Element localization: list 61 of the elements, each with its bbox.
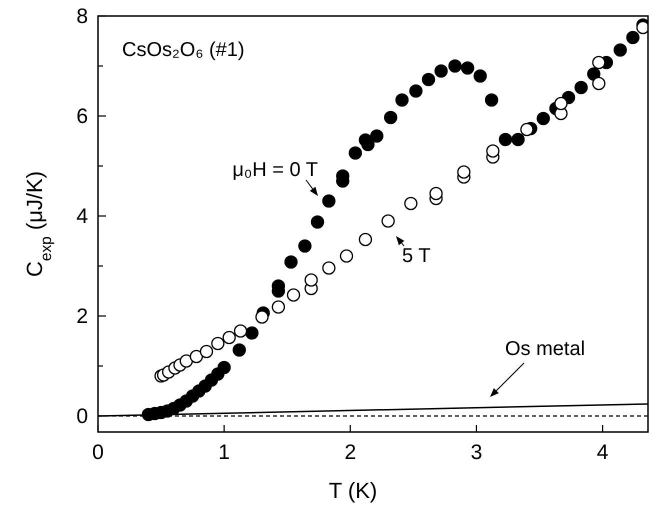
text: Os metal (505, 338, 586, 360)
legend-label: 5 T (402, 245, 431, 267)
point (404, 196, 418, 210)
annotation: CsOs₂O₆ (#1) (122, 39, 245, 61)
point (460, 61, 474, 75)
point (381, 214, 395, 228)
x-tick-label: 0 (92, 441, 104, 464)
point (498, 132, 512, 146)
point (614, 43, 627, 57)
point (592, 56, 606, 70)
point (429, 186, 443, 200)
point (486, 144, 500, 158)
x-tick-label: 4 (596, 441, 609, 464)
point (592, 76, 606, 90)
point (457, 165, 470, 179)
point (200, 344, 214, 358)
point (304, 273, 318, 287)
point (255, 310, 269, 324)
point (272, 300, 286, 314)
point (286, 288, 300, 302)
point (370, 129, 384, 143)
point (384, 110, 398, 124)
point (322, 261, 336, 275)
point (626, 30, 640, 44)
point (554, 96, 568, 110)
point (348, 146, 362, 160)
point (587, 67, 600, 81)
point (358, 232, 372, 246)
point (234, 324, 248, 338)
point (340, 249, 354, 263)
point (310, 215, 324, 229)
x-tick-label: 2 (344, 441, 356, 464)
point (245, 326, 259, 340)
point (434, 64, 448, 78)
point (409, 84, 423, 98)
point (422, 72, 436, 86)
series-label: μ₀H = 0 T (232, 159, 318, 181)
point (574, 80, 588, 94)
y-tick-label: 2 (76, 305, 88, 328)
point (284, 255, 298, 269)
point (395, 93, 409, 107)
point (180, 354, 193, 368)
point (520, 122, 534, 136)
point (217, 360, 231, 374)
x-axis-title: T (K) (328, 478, 378, 503)
point (322, 194, 336, 208)
y-tick-label: 6 (76, 105, 88, 128)
point (448, 59, 462, 73)
point (222, 330, 236, 344)
point (211, 336, 224, 350)
point (474, 69, 487, 83)
point (298, 239, 312, 253)
point (232, 343, 246, 357)
y-tick-label: 0 (76, 405, 88, 428)
y-tick-label: 4 (76, 205, 88, 228)
y-tick-label: 8 (76, 5, 88, 28)
point (536, 112, 550, 126)
point (484, 93, 498, 107)
x-tick-label: 3 (470, 441, 482, 464)
point (511, 132, 525, 146)
x-tick-label: 1 (218, 441, 230, 464)
